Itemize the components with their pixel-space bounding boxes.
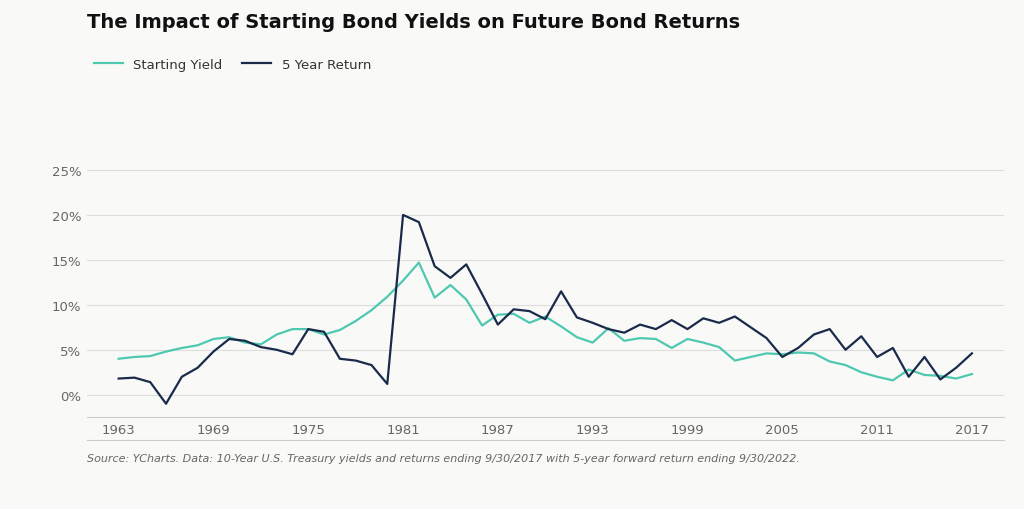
Line: 5 Year Return: 5 Year Return — [119, 215, 972, 404]
Starting Yield — [950, 376, 963, 382]
5 Year Return — [113, 376, 125, 382]
Line: Starting Yield: Starting Yield — [119, 263, 972, 381]
5 Year Return — [223, 336, 236, 343]
5 Year Return — [902, 374, 914, 380]
Starting Yield — [902, 367, 914, 373]
Text: Source: YCharts. Data: 10-Year U.S. Treasury yields and returns ending 9/30/2017: Source: YCharts. Data: 10-Year U.S. Trea… — [87, 453, 800, 463]
5 Year Return — [966, 351, 978, 357]
5 Year Return — [950, 365, 963, 371]
5 Year Return — [397, 212, 410, 218]
Starting Yield — [113, 356, 125, 362]
Legend: Starting Yield, 5 Year Return: Starting Yield, 5 Year Return — [93, 59, 372, 72]
Starting Yield — [207, 336, 219, 343]
Starting Yield — [887, 378, 899, 384]
Text: The Impact of Starting Bond Yields on Future Bond Returns: The Impact of Starting Bond Yields on Fu… — [87, 13, 740, 32]
Starting Yield — [966, 371, 978, 377]
5 Year Return — [334, 356, 346, 362]
5 Year Return — [460, 262, 472, 268]
Starting Yield — [270, 332, 283, 338]
Starting Yield — [317, 332, 330, 338]
Starting Yield — [444, 282, 457, 289]
5 Year Return — [160, 401, 172, 407]
5 Year Return — [287, 352, 299, 358]
Starting Yield — [413, 260, 425, 266]
